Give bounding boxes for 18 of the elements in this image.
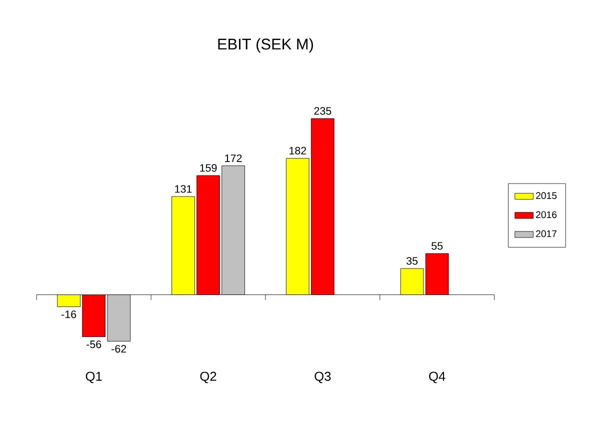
data-label: -16 <box>62 310 76 318</box>
legend-label: 2016 <box>536 211 557 218</box>
x-tick-label: Q2 <box>200 372 216 384</box>
data-label: 235 <box>314 107 332 115</box>
legend-label: 2015 <box>536 192 557 200</box>
data-label: 172 <box>225 154 242 162</box>
legend-label: 2017 <box>536 230 557 238</box>
data-label: 55 <box>432 242 443 250</box>
data-label: 182 <box>290 146 306 155</box>
x-tick-label: Q1 <box>86 372 102 384</box>
data-label: 131 <box>175 185 192 193</box>
data-label: -62 <box>112 345 126 353</box>
x-tick-label: Q3 <box>314 372 331 384</box>
data-label: -56 <box>86 340 102 348</box>
data-label: 159 <box>200 164 217 172</box>
chart-title: EBIT (SEK M) <box>218 38 313 53</box>
x-tick-label: Q4 <box>429 372 446 384</box>
data-label: 35 <box>406 257 418 265</box>
